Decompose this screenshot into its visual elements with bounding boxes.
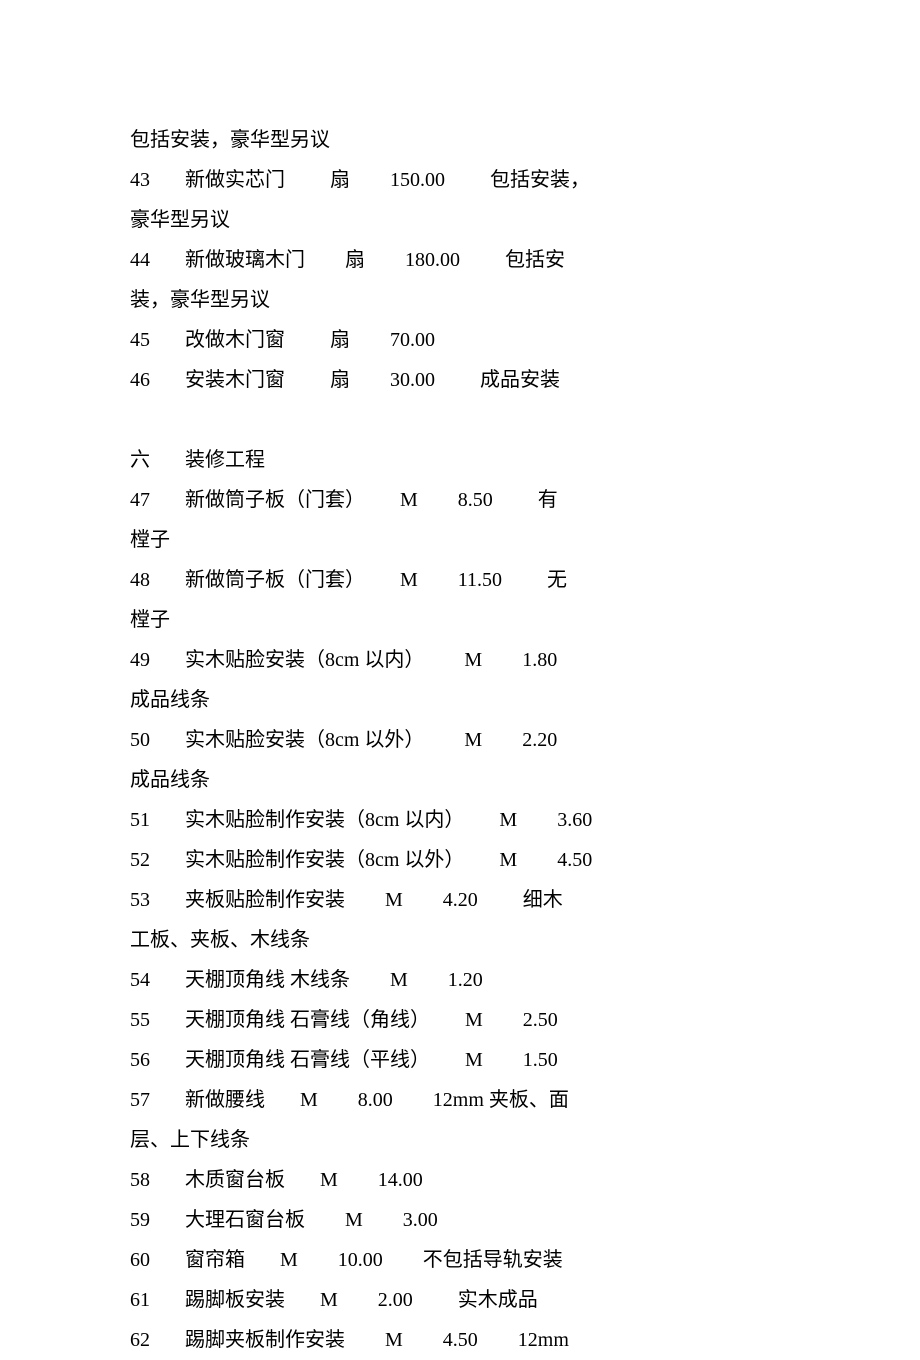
text-line: 52 实木贴脸制作安装（8cm 以外） M 4.50 <box>130 840 795 880</box>
text-line: 54 天棚顶角线 木线条 M 1.20 <box>130 960 795 1000</box>
text-line: 49 实木贴脸安装（8cm 以内） M 1.80 <box>130 640 795 680</box>
text-line: 55 天棚顶角线 石膏线（角线） M 2.50 <box>130 1000 795 1040</box>
document-page: 包括安装，豪华型另议 43 新做实芯门 扇 150.00 包括安装， 豪华型另议… <box>0 0 920 1302</box>
text-line: 工板、夹板、木线条 <box>130 920 795 960</box>
text-line <box>130 400 795 440</box>
text-line: 61 踢脚板安装 M 2.00 实木成品 <box>130 1280 795 1320</box>
text-line: 50 实木贴脸安装（8cm 以外） M 2.20 <box>130 720 795 760</box>
text-line: 包括安装，豪华型另议 <box>130 120 795 160</box>
text-line: 62 踢脚夹板制作安装 M 4.50 12mm <box>130 1320 795 1360</box>
text-line: 44 新做玻璃木门 扇 180.00 包括安 <box>130 240 795 280</box>
text-line: 46 安装木门窗 扇 30.00 成品安装 <box>130 360 795 400</box>
text-line: 57 新做腰线 M 8.00 12mm 夹板、面 <box>130 1080 795 1120</box>
text-line: 53 夹板贴脸制作安装 M 4.20 细木 <box>130 880 795 920</box>
text-line: 58 木质窗台板 M 14.00 <box>130 1160 795 1200</box>
text-line: 51 实木贴脸制作安装（8cm 以内） M 3.60 <box>130 800 795 840</box>
text-line: 装，豪华型另议 <box>130 280 795 320</box>
text-line: 层、上下线条 <box>130 1120 795 1160</box>
text-line: 47 新做筒子板（门套） M 8.50 有 <box>130 480 795 520</box>
text-line: 60 窗帘箱 M 10.00 不包括导轨安装 <box>130 1240 795 1280</box>
text-line: 樘子 <box>130 520 795 560</box>
text-line: 成品线条 <box>130 680 795 720</box>
section-heading: 六 装修工程 <box>130 440 795 480</box>
text-line: 48 新做筒子板（门套） M 11.50 无 <box>130 560 795 600</box>
text-line: 樘子 <box>130 600 795 640</box>
text-line: 56 天棚顶角线 石膏线（平线） M 1.50 <box>130 1040 795 1080</box>
text-line: 59 大理石窗台板 M 3.00 <box>130 1200 795 1240</box>
text-line: 豪华型另议 <box>130 200 795 240</box>
text-line: 45 改做木门窗 扇 70.00 <box>130 320 795 360</box>
text-line: 成品线条 <box>130 760 795 800</box>
text-line: 43 新做实芯门 扇 150.00 包括安装， <box>130 160 795 200</box>
